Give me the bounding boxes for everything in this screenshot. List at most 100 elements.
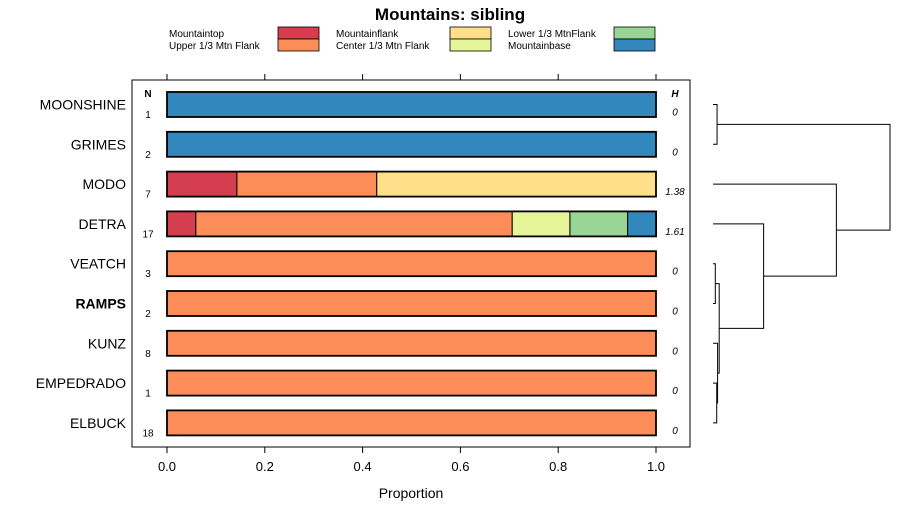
legend-label: Center 1/3 Mtn Flank <box>336 41 430 52</box>
dendrogram-branch <box>717 123 891 231</box>
x-axis: 0.0 0.2 0.4 0.6 0.8 1.0 <box>158 447 665 474</box>
dendrogram-branch <box>713 104 718 145</box>
h-value: 0 <box>672 346 678 357</box>
legend-swatch <box>613 38 656 52</box>
row-label: MODO <box>82 176 126 192</box>
row-detra: DETRA 17 1.61 <box>79 210 685 240</box>
n-count: 7 <box>145 190 151 201</box>
chart-title: Mountains: sibling <box>375 5 525 24</box>
n-count: 17 <box>142 229 154 240</box>
legend-swatch <box>449 38 492 52</box>
dendrogram-branch <box>713 263 716 304</box>
row-veatch: VEATCH 3 0 <box>70 250 678 280</box>
bar-segment-upper-1-3-mtn-flank <box>166 290 657 317</box>
legend-item-mountaintop: Mountaintop <box>169 26 320 40</box>
legend-swatch <box>613 26 656 40</box>
x-axis-title: Proportion <box>379 485 444 501</box>
dendrogram-branch <box>713 183 837 277</box>
bar-outline <box>166 290 657 317</box>
legend-label: Mountainflank <box>336 29 399 40</box>
x-tick-label: 0.8 <box>549 459 567 474</box>
dendrogram-branch <box>713 223 765 329</box>
h-column-header: H <box>671 89 679 100</box>
n-count: 8 <box>145 349 151 360</box>
bar-segment-upper-1-3-mtn-flank <box>195 210 513 237</box>
legend-swatch <box>277 38 320 52</box>
row-label: RAMPS <box>75 296 126 312</box>
legend-label: Mountaintop <box>169 29 224 40</box>
bar-outline <box>166 409 657 437</box>
row-label: GRIMES <box>71 136 126 152</box>
legend-item-mountainbase: Mountainbase <box>508 38 656 52</box>
bar-segment-mountainflank <box>376 171 657 198</box>
bar-outline <box>166 210 657 238</box>
bar-segment-mountainbase <box>166 91 657 118</box>
row-label: EMPEDRADO <box>36 375 126 391</box>
x-tick-label: 0.6 <box>451 459 469 474</box>
h-value: 1.61 <box>665 227 684 238</box>
h-value: 0 <box>672 147 678 158</box>
row-label: ELBUCK <box>70 415 127 431</box>
x-tick-label: 0.2 <box>256 459 274 474</box>
h-value: 1.38 <box>665 187 685 198</box>
bar-outline <box>166 369 657 397</box>
n-count: 1 <box>145 110 151 121</box>
bar-outline <box>166 170 657 198</box>
h-value: 0 <box>672 386 678 397</box>
legend-label: Mountainbase <box>508 41 571 52</box>
legend-label: Lower 1/3 MtnFlank <box>508 29 597 40</box>
x-tick-label: 0.0 <box>158 459 176 474</box>
row-label: MOONSHINE <box>40 97 126 113</box>
bar-segment-mountainbase <box>166 131 657 158</box>
row-modo: MODO 7 1.38 <box>82 170 685 201</box>
row-moonshine: MOONSHINE 1 0 <box>40 91 678 121</box>
legend-swatch <box>449 26 492 40</box>
row-empedrado: EMPEDRADO 1 0 <box>36 369 678 400</box>
bar-segment-mountainbase <box>627 210 657 237</box>
x-tick-label: 1.0 <box>647 459 665 474</box>
h-value: 0 <box>672 108 678 119</box>
bar-segment-mountaintop <box>166 210 197 237</box>
n-count: 18 <box>142 428 154 439</box>
row-kunz: KUNZ 8 0 <box>88 329 678 360</box>
row-ramps: RAMPS 2 0 <box>75 290 678 320</box>
h-value: 0 <box>672 267 678 278</box>
h-value: 0 <box>672 307 678 318</box>
plot-frame <box>131 79 691 448</box>
bar-segment-mountaintop <box>166 171 238 198</box>
legend-item-center-1-3-mtn-flank: Center 1/3 Mtn Flank <box>336 38 492 52</box>
bar-rows: MOONSHINE 1 0 GRIMES 2 0 MODO 7 1.38 DETRA 17 1.61 V… <box>36 91 685 439</box>
bar-outline <box>166 91 657 118</box>
bar-outline <box>166 250 657 278</box>
legend-swatch <box>277 26 320 40</box>
bar-segment-upper-1-3-mtn-flank <box>166 409 657 436</box>
bar-outline <box>166 130 657 158</box>
n-column-header: N <box>144 89 151 100</box>
row-elbuck: ELBUCK 18 0 <box>70 409 678 439</box>
bar-segment-upper-1-3-mtn-flank <box>236 171 378 198</box>
bar-outline <box>166 329 657 357</box>
row-label: VEATCH <box>70 256 126 272</box>
n-count: 3 <box>145 269 151 280</box>
bar-segment-upper-1-3-mtn-flank <box>166 330 657 357</box>
x-tick-label: 0.4 <box>354 459 372 474</box>
bar-segment-upper-1-3-mtn-flank <box>166 250 657 277</box>
row-label: DETRA <box>79 216 127 232</box>
legend-item-mountainflank: Mountainflank <box>336 26 492 40</box>
bar-segment-center-1-3-mtn-flank <box>511 210 571 237</box>
bar-segment-upper-1-3-mtn-flank <box>166 370 657 397</box>
h-value: 0 <box>672 426 678 437</box>
n-count: 1 <box>145 389 151 400</box>
dendrogram-branch <box>713 382 718 424</box>
row-label: KUNZ <box>88 335 127 351</box>
n-count: 2 <box>145 150 151 161</box>
row-grimes: GRIMES 2 0 <box>71 130 678 161</box>
bar-segment-lower-1-3-mtnflank <box>569 210 629 237</box>
legend-label: Upper 1/3 Mtn Flank <box>169 41 261 52</box>
legend-item-lower-1-3-mtnflank: Lower 1/3 MtnFlank <box>508 26 656 40</box>
dendrogram <box>713 104 891 424</box>
n-count: 2 <box>145 309 151 320</box>
